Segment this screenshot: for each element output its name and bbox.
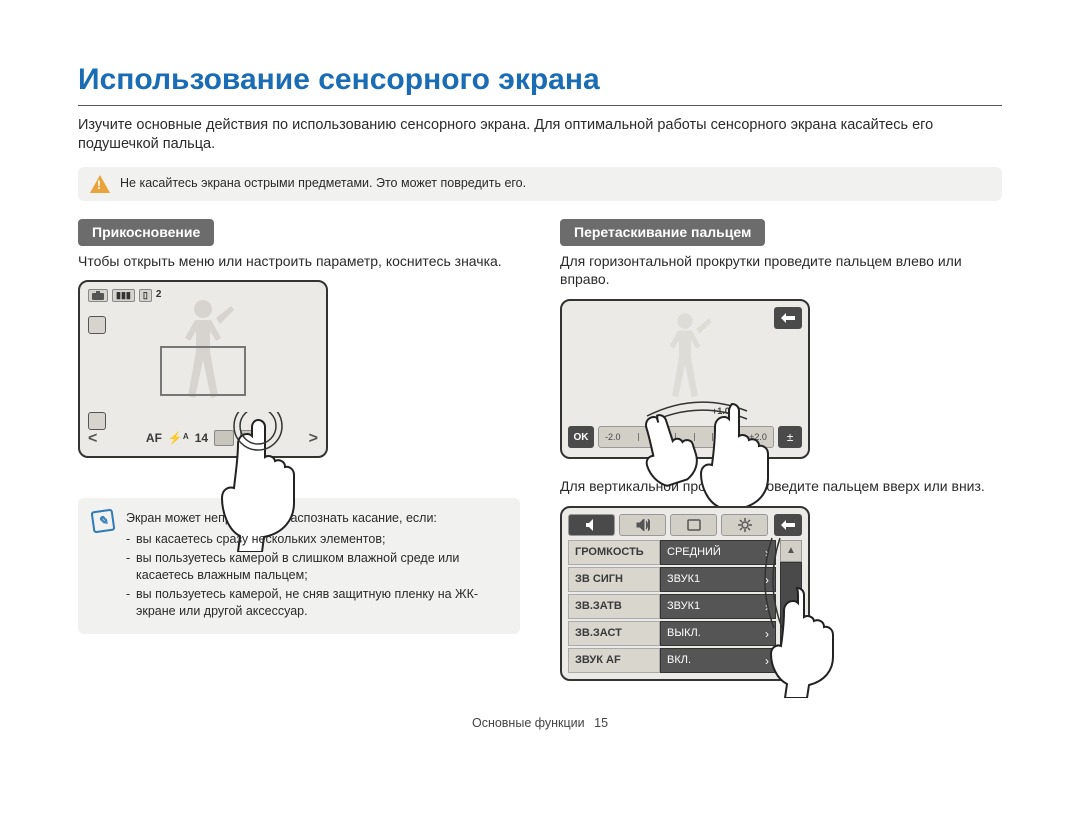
page-title: Использование сенсорного экрана [78, 60, 1002, 106]
scrollbar[interactable]: ▲ ▼ [780, 540, 802, 673]
note-list: вы касаетесь сразу нескольких элементов;… [126, 531, 506, 619]
setting-row[interactable]: ГРОМКОСТЬ СРЕДНИЙ› [568, 540, 776, 565]
af-label[interactable]: AF [146, 430, 162, 446]
setting-label: ЗВ СИГН [568, 567, 660, 592]
tab-volume-icon[interactable] [619, 514, 666, 536]
setting-label: ЗВУК AF [568, 648, 660, 673]
battery-icon: ▮▮▮ [112, 289, 135, 302]
chevron-right-icon: › [765, 599, 769, 615]
status-bar: ▮▮▮ ▯ 2 [88, 288, 161, 302]
prev-icon[interactable]: < [88, 428, 97, 450]
note-item: вы пользуетесь камерой, не сняв защитную… [126, 586, 506, 620]
setting-label: ЗВ.ЗАТВ [568, 594, 660, 619]
flash-icon[interactable]: ⚡ᴬ [168, 430, 189, 446]
chevron-right-icon: › [765, 626, 769, 642]
settings-tile-icon[interactable] [214, 430, 234, 446]
mp-label[interactable]: 14 [195, 430, 208, 446]
warning-text: Не касайтесь экрана острыми предметами. … [120, 175, 526, 192]
note-item: вы касаетесь сразу нескольких элементов; [126, 531, 506, 548]
setting-label: ГРОМКОСТЬ [568, 540, 660, 565]
touch-illustration: ▮▮▮ ▯ 2 < AF ⚡ᴬ 14 > [78, 280, 328, 458]
tab-display-icon[interactable] [670, 514, 717, 536]
drag-v-illustration: ГРОМКОСТЬ СРЕДНИЙ› ЗВ СИГН ЗВУК1› ЗВ.ЗАТ… [560, 506, 810, 681]
column-touch: Прикосновение Чтобы открыть меню или нас… [78, 219, 520, 700]
setting-row[interactable]: ЗВУК AF ВКЛ.› [568, 648, 776, 673]
section-heading-touch: Прикосновение [78, 219, 214, 246]
drag-h-illustration: +1.0 OK -2.0 +2.0 ± [560, 299, 810, 459]
note-item: вы пользуетесь камерой в слишком влажной… [126, 550, 506, 584]
chevron-right-icon: › [765, 572, 769, 588]
drag-h-desc: Для горизонтальной прокрутки проведите п… [560, 252, 1002, 290]
ev-max: +2.0 [749, 431, 767, 443]
bottom-toolbar: < AF ⚡ᴬ 14 > [88, 426, 318, 450]
ok-button[interactable]: OK [568, 426, 594, 448]
back-button[interactable] [774, 307, 802, 329]
note-intro: Экран может неправильно распознать касан… [126, 510, 506, 527]
back-button[interactable] [774, 514, 802, 536]
person-silhouette-icon [655, 313, 715, 408]
footer-text: Основные функции [472, 716, 585, 730]
tabs-row [568, 514, 768, 536]
tab-sound-icon[interactable] [568, 514, 615, 536]
camera-mode-icon [88, 289, 108, 302]
setting-value[interactable]: СРЕДНИЙ› [660, 540, 776, 565]
scroll-up-icon[interactable]: ▲ [780, 540, 802, 562]
drag-v-desc: Для вертикальной прокрутки проведите пал… [560, 477, 1002, 496]
ev-min: -2.0 [605, 431, 621, 443]
note-icon: ✎ [91, 509, 116, 534]
setting-value[interactable]: ЗВУК1› [660, 594, 776, 619]
focus-rect-icon [160, 346, 246, 396]
setting-row[interactable]: ЗВ СИГН ЗВУК1› [568, 567, 776, 592]
setting-value[interactable]: ЗВУК1› [660, 567, 776, 592]
column-drag: Перетаскивание пальцем Для горизонтально… [560, 219, 1002, 700]
timer-icon [88, 316, 106, 334]
warning-icon [90, 175, 110, 193]
settings-list: ГРОМКОСТЬ СРЕДНИЙ› ЗВ СИГН ЗВУК1› ЗВ.ЗАТ… [568, 540, 776, 673]
setting-label: ЗВ.ЗАСТ [568, 621, 660, 646]
counter: 2 [156, 288, 162, 302]
intro-text: Изучите основные действия по использован… [78, 116, 1002, 155]
ev-slider[interactable]: -2.0 +2.0 [598, 426, 774, 448]
ev-mark: +1.0 [712, 405, 730, 417]
next-icon[interactable]: > [309, 428, 318, 450]
section-heading-drag: Перетаскивание пальцем [560, 219, 765, 246]
scroll-track[interactable] [780, 562, 802, 651]
setting-value[interactable]: ВЫКЛ.› [660, 621, 776, 646]
footer: Основные функции 15 [78, 715, 1002, 732]
setting-value[interactable]: ВКЛ.› [660, 648, 776, 673]
chevron-right-icon: › [765, 653, 769, 669]
ev-icon[interactable]: ± [778, 426, 802, 448]
sd-icon: ▯ [139, 289, 152, 302]
chevron-right-icon: › [765, 545, 769, 561]
warning-box: Не касайтесь экрана острыми предметами. … [78, 167, 1002, 201]
page-number: 15 [594, 716, 608, 730]
note-box: ✎ Экран может неправильно распознать кас… [78, 498, 520, 633]
scroll-down-icon[interactable]: ▼ [780, 651, 802, 673]
setting-row[interactable]: ЗВ.ЗАТВ ЗВУК1› [568, 594, 776, 619]
tab-settings-icon[interactable] [721, 514, 768, 536]
setting-row[interactable]: ЗВ.ЗАСТ ВЫКЛ.› [568, 621, 776, 646]
touch-desc: Чтобы открыть меню или настроить парамет… [78, 252, 520, 271]
mode-tile-icon[interactable] [240, 430, 260, 446]
